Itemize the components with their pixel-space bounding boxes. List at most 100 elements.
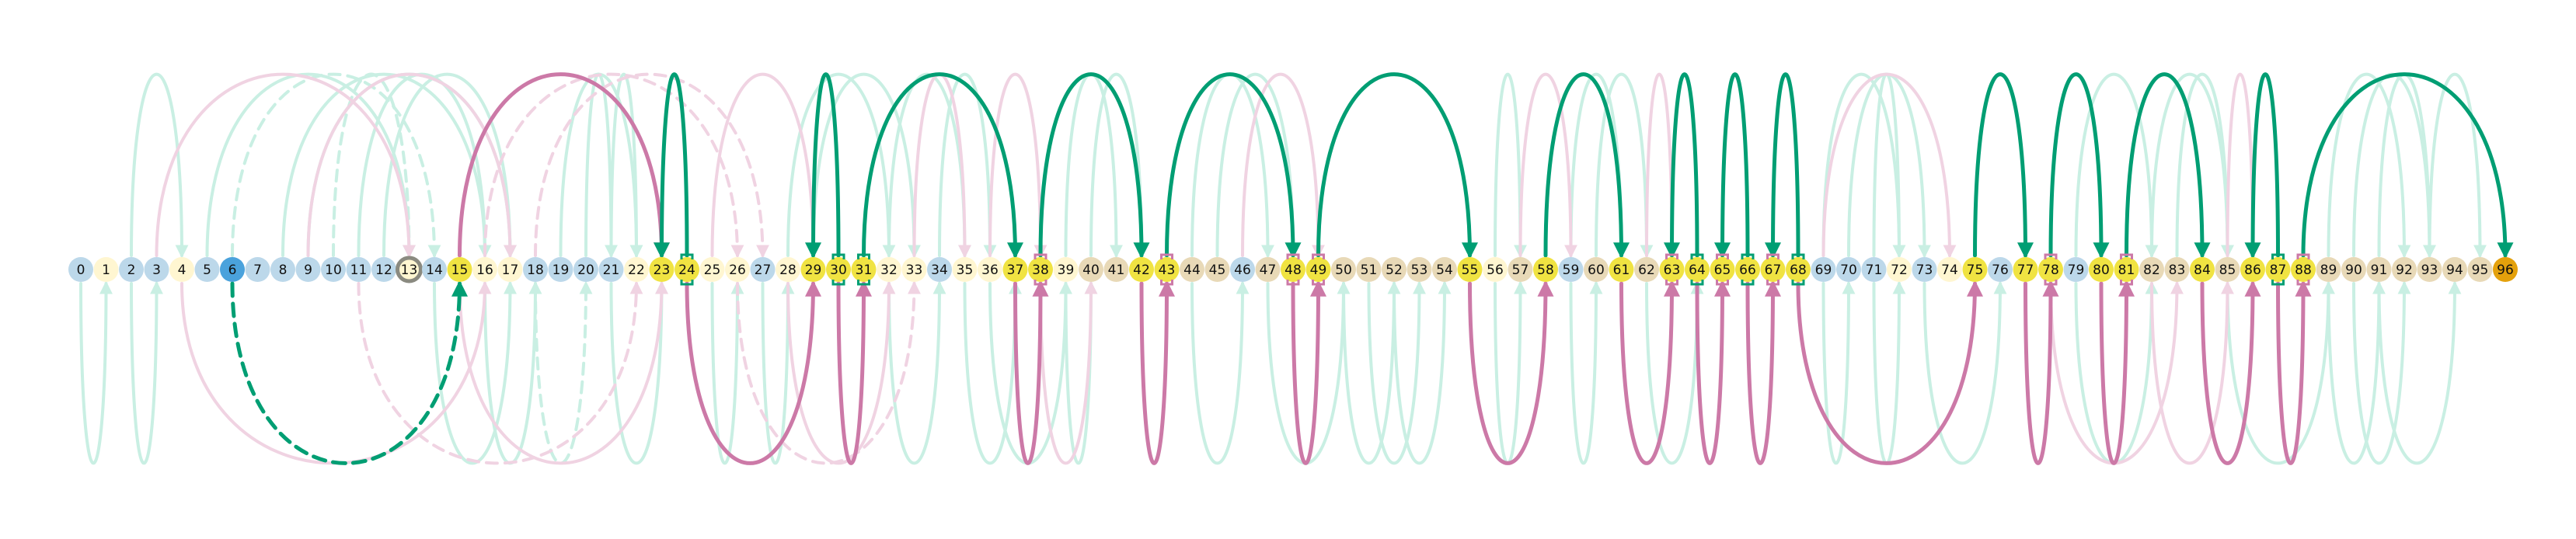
- edge-0-to-1: [79, 280, 113, 465]
- node-label: 54: [1436, 263, 1453, 278]
- node-label: 42: [1133, 263, 1150, 278]
- node-label: 20: [577, 263, 594, 278]
- node-circle: [1028, 257, 1053, 282]
- node-label: 94: [2446, 263, 2463, 278]
- node-label: 58: [1537, 263, 1554, 278]
- node-14: 14: [422, 257, 447, 282]
- edge-12-to-17: [382, 72, 517, 259]
- node-36: 36: [978, 257, 1002, 282]
- node-circle: [1305, 257, 1331, 282]
- node-65: 65: [1710, 253, 1735, 286]
- node-circle: [2366, 257, 2392, 282]
- node-circle: [1154, 257, 1180, 282]
- edge-69-to-74: [1821, 72, 1957, 259]
- edge-37-to-38: [1013, 280, 1049, 465]
- node-90: 90: [2341, 257, 2366, 282]
- node-label: 60: [1588, 263, 1605, 278]
- node-59: 59: [1558, 257, 1584, 282]
- node-12: 12: [371, 257, 396, 282]
- node-circle: [346, 257, 371, 282]
- edge-93-to-95: [2428, 72, 2487, 259]
- node-label: 75: [1967, 263, 1984, 278]
- node-circle: [1861, 257, 1887, 282]
- edge-68-to-67: [1765, 72, 1800, 259]
- edge-16-to-26: [483, 72, 744, 259]
- edge-25-to-29: [710, 72, 820, 259]
- node-circle: [2164, 257, 2190, 282]
- node-circle: [826, 257, 851, 282]
- node-13: 13: [396, 256, 423, 283]
- node-label: 85: [2219, 263, 2236, 278]
- edge-87-to-86: [2244, 72, 2280, 259]
- edge-19-to-22: [559, 72, 643, 259]
- node-label: 70: [1840, 263, 1857, 278]
- edge-85-to-86: [2226, 72, 2260, 259]
- node-circle: [497, 257, 523, 282]
- node-label: 69: [1815, 263, 1832, 278]
- edge-90-to-92: [2352, 280, 2411, 465]
- node-label: 38: [1032, 263, 1049, 278]
- node-22: 22: [624, 257, 649, 282]
- node-circle: [422, 257, 447, 282]
- node-bracket-marker: [1791, 253, 1805, 286]
- node-label: 36: [981, 263, 999, 278]
- node-bracket-marker: [2120, 253, 2133, 286]
- node-label: 19: [552, 263, 570, 278]
- node-70: 70: [1836, 257, 1861, 282]
- node-39: 39: [1053, 257, 1079, 282]
- node-label: 40: [1082, 263, 1100, 278]
- node-35: 35: [952, 257, 978, 282]
- node-28: 28: [776, 257, 800, 282]
- node-label: 51: [1361, 263, 1378, 278]
- node-21: 21: [598, 257, 624, 282]
- node-33: 33: [901, 257, 927, 282]
- node-18: 18: [523, 257, 548, 282]
- edge-10-to-13: [332, 72, 416, 259]
- node-circle: [1281, 257, 1305, 282]
- node-label: 28: [779, 263, 797, 278]
- node-circle: [1887, 257, 1912, 282]
- node-41: 41: [1103, 257, 1129, 282]
- edge-64-to-65: [1695, 280, 1731, 465]
- node-label: 88: [2295, 263, 2312, 278]
- edge-78-to-83: [2049, 280, 2184, 465]
- node-label: 10: [325, 263, 342, 278]
- node-51: 51: [1356, 257, 1382, 282]
- node-label: 6: [228, 263, 237, 278]
- node-64: 64: [1685, 253, 1710, 286]
- node-circle: [1710, 257, 1735, 282]
- edge-24-to-29: [685, 280, 821, 465]
- node-circle: [2139, 257, 2164, 282]
- node-bracket-marker: [1766, 253, 1779, 286]
- node-label: 18: [527, 263, 544, 278]
- node-53: 53: [1407, 257, 1432, 282]
- node-8: 8: [270, 257, 295, 282]
- edge-15-to-23: [458, 72, 670, 259]
- node-34: 34: [927, 257, 952, 282]
- node-label: 25: [704, 263, 721, 278]
- node-6: 6: [220, 257, 245, 282]
- node-label: 49: [1310, 263, 1327, 278]
- node-circle: [877, 257, 901, 282]
- edge-6-to-14: [231, 72, 441, 259]
- node-label: 26: [729, 263, 746, 278]
- node-label: 15: [451, 263, 469, 278]
- node-bracket-marker: [1312, 253, 1325, 286]
- node-30: 30: [826, 253, 851, 286]
- node-label: 91: [2371, 263, 2388, 278]
- node-3: 3: [144, 257, 169, 282]
- edge-43-to-48: [1165, 72, 1302, 259]
- edge-79-to-82: [2074, 72, 2159, 259]
- node-label: 29: [805, 263, 822, 278]
- node-48: 48: [1281, 253, 1305, 286]
- node-20: 20: [573, 257, 598, 282]
- edge-18-to-27: [534, 72, 769, 259]
- node-label: 78: [2042, 263, 2059, 278]
- strong-edges-layer: [230, 72, 2514, 465]
- edge-70-to-73: [1847, 72, 1931, 259]
- node-label: 37: [1007, 263, 1024, 278]
- edge-30-to-31: [836, 280, 872, 465]
- node-circle: [1811, 257, 1836, 282]
- node-circle: [1356, 257, 1382, 282]
- node-circle: [699, 257, 725, 282]
